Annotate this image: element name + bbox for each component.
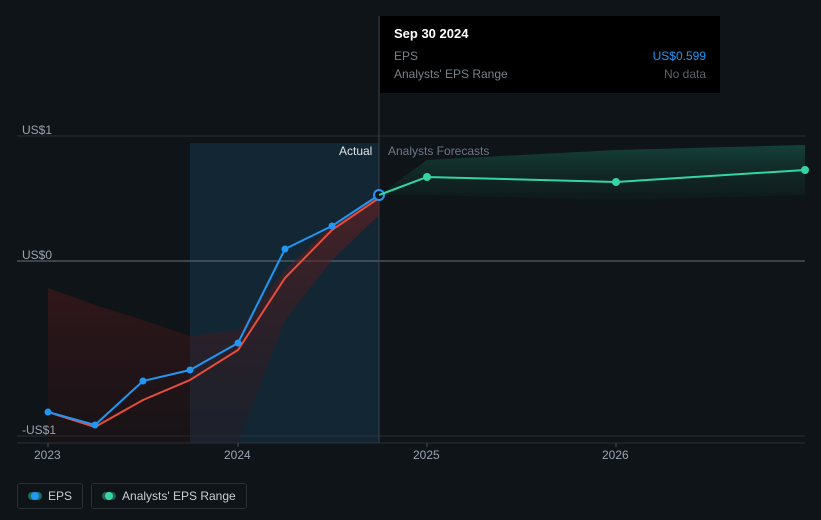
- legend-item[interactable]: EPS: [17, 483, 83, 509]
- y-axis-tick-label: US$0: [22, 248, 52, 262]
- x-axis-tick-label: 2025: [413, 448, 440, 462]
- legend-label: Analysts' EPS Range: [122, 489, 236, 503]
- tooltip-row-label: EPS: [394, 49, 418, 63]
- tooltip-row-label: Analysts' EPS Range: [394, 67, 508, 81]
- chart-legend: EPS Analysts' EPS Range: [17, 483, 247, 509]
- tooltip-row-value: US$0.599: [653, 49, 706, 63]
- legend-swatch: [28, 492, 42, 500]
- x-axis-tick-label: 2024: [224, 448, 251, 462]
- tooltip-row: EPS US$0.599: [394, 47, 706, 65]
- actual-section-label: Actual: [339, 144, 372, 158]
- legend-item[interactable]: Analysts' EPS Range: [91, 483, 247, 509]
- tooltip-row: Analysts' EPS Range No data: [394, 65, 706, 83]
- x-axis-tick-label: 2023: [34, 448, 61, 462]
- legend-label: EPS: [48, 489, 72, 503]
- tooltip-date: Sep 30 2024: [394, 26, 706, 41]
- forecast-section-label: Analysts Forecasts: [388, 144, 489, 158]
- y-axis-tick-label: US$1: [22, 123, 52, 137]
- x-axis-tick-label: 2026: [602, 448, 629, 462]
- eps-chart: US$1 US$0 -US$1 2023 2024 2025 2026 Actual An…: [0, 0, 821, 520]
- chart-tooltip: Sep 30 2024 EPS US$0.599 Analysts' EPS Ran…: [380, 16, 720, 93]
- tooltip-row-value: No data: [664, 67, 706, 81]
- y-axis-tick-label: -US$1: [22, 423, 56, 437]
- legend-swatch: [102, 492, 116, 500]
